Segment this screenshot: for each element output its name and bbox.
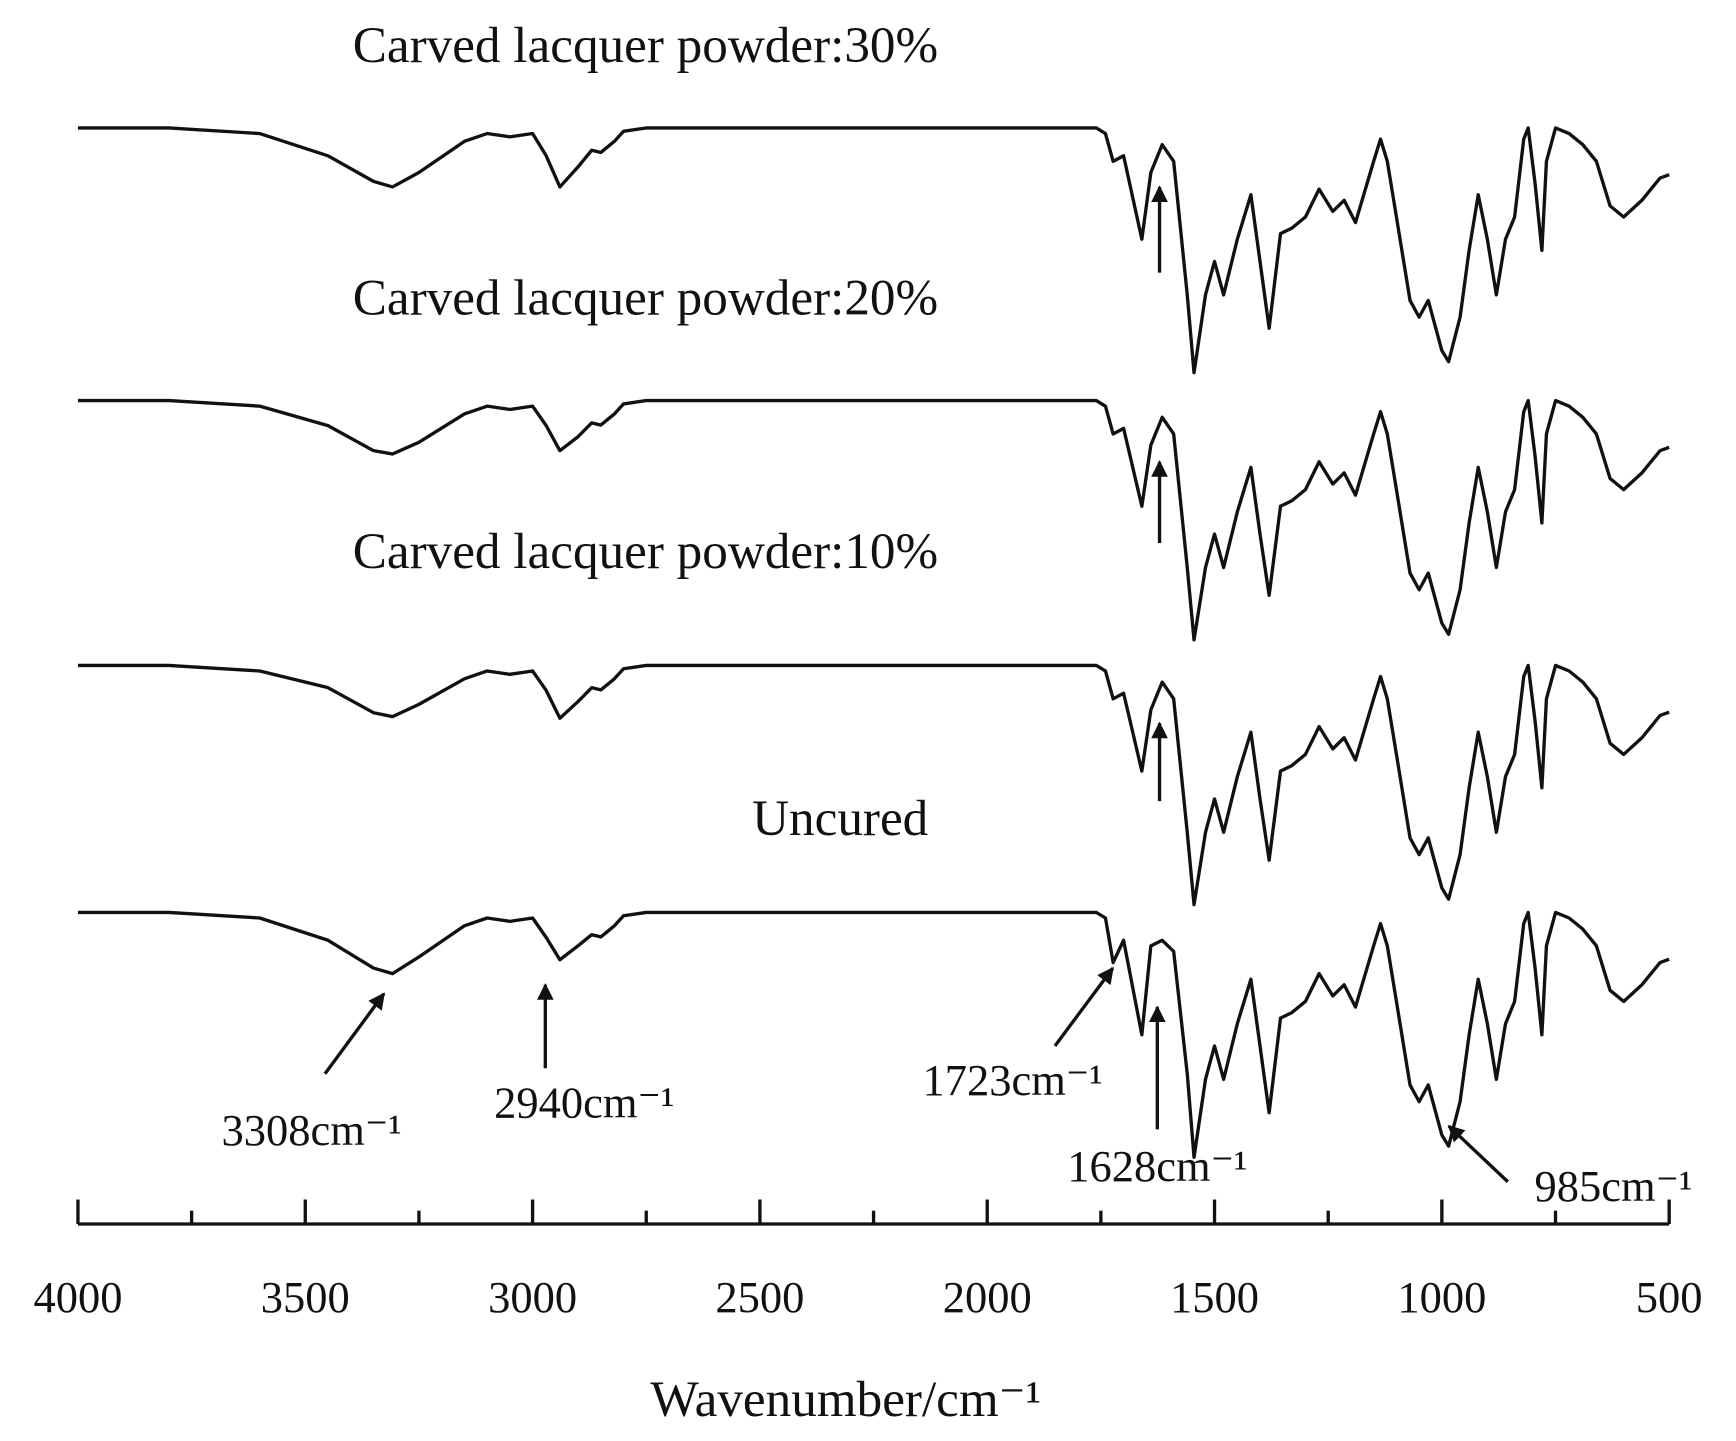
spectrum-line <box>77 910 1670 1159</box>
series-label: Carved lacquer powder:20% <box>353 269 938 326</box>
annotation: 985cm⁻¹ <box>1535 1161 1693 1211</box>
annotation: 1723cm⁻¹ <box>923 1055 1103 1105</box>
x-tick-label: 3500 <box>261 1272 350 1322</box>
x-tick-label: 500 <box>1636 1272 1703 1322</box>
arrow <box>323 992 386 1075</box>
annotation: 1628cm⁻¹ <box>1067 1141 1247 1191</box>
x-tick-label: 4000 <box>33 1272 122 1322</box>
annotation: 3308cm⁻¹ <box>222 1105 402 1155</box>
spectrum-line <box>77 398 1670 642</box>
arrow <box>1053 966 1115 1047</box>
spectrum-line <box>77 663 1670 907</box>
series-label: Carved lacquer powder:10% <box>353 523 938 580</box>
x-tick-label: 1500 <box>1170 1272 1259 1322</box>
x-tick-label: 1000 <box>1397 1272 1486 1322</box>
annotation: 2940cm⁻¹ <box>494 1077 674 1127</box>
x-tick-label: 3000 <box>488 1272 577 1322</box>
x-tick-label: 2500 <box>715 1272 804 1322</box>
x-tick-label: 2000 <box>943 1272 1032 1322</box>
series-label: Carved lacquer powder:30% <box>353 17 938 74</box>
spectrum-line <box>77 126 1670 375</box>
arrow <box>1447 1124 1509 1183</box>
series-label: Uncured <box>752 790 928 847</box>
x-axis-title: Wavenumber/cm⁻¹ <box>650 1371 1041 1428</box>
